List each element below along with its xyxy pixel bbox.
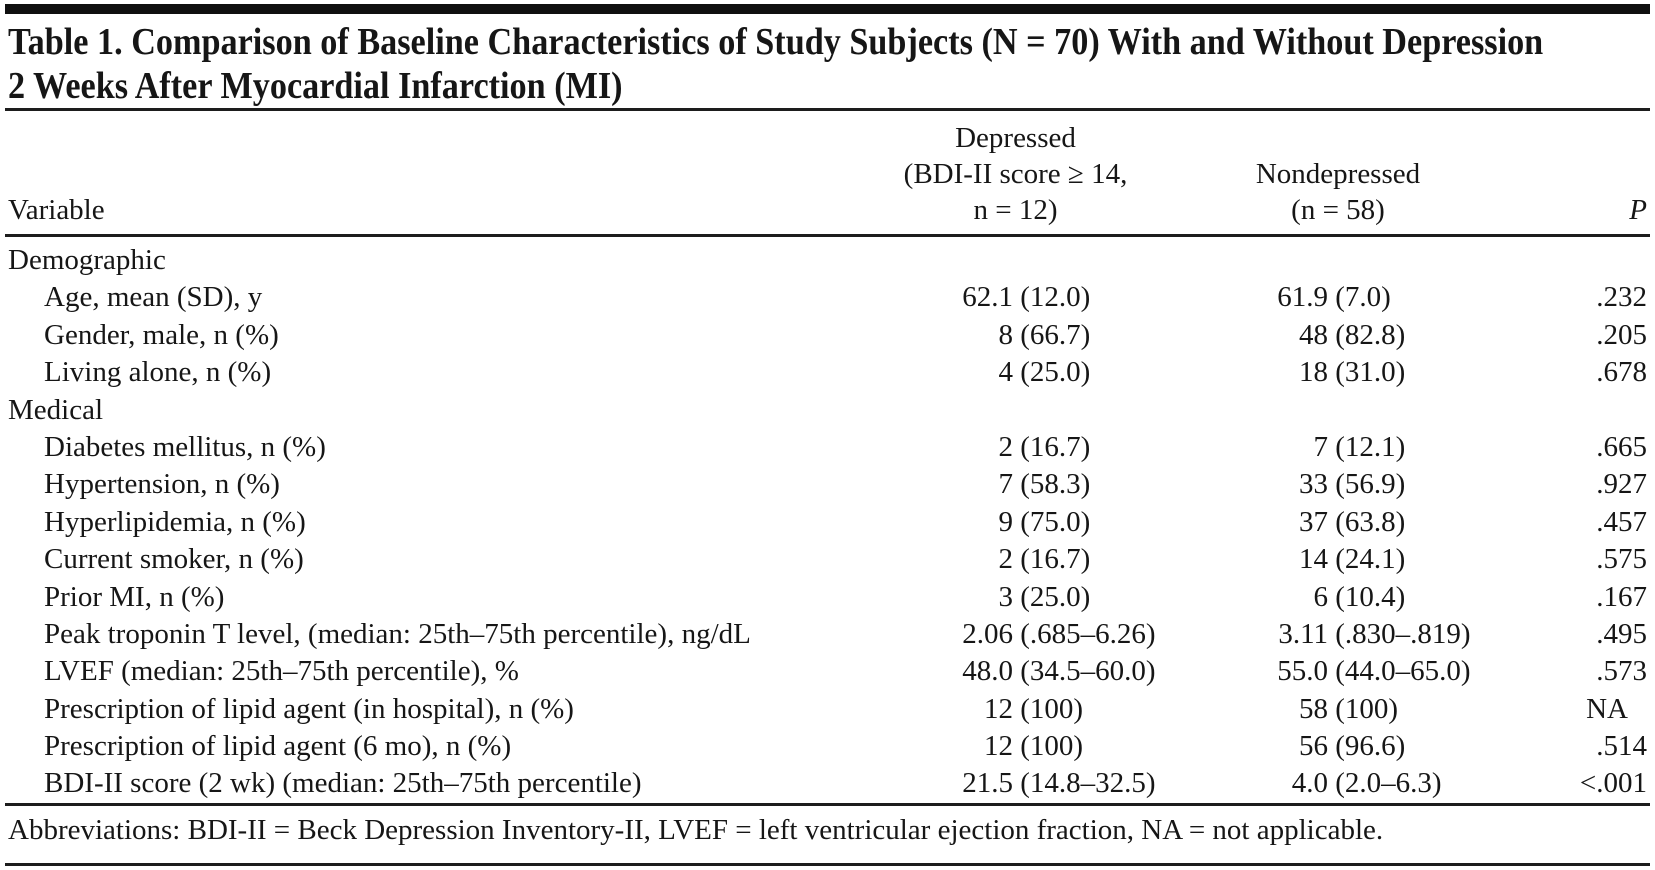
nondepressed-value: 3.11 (.830–.819) xyxy=(1278,617,1471,650)
nondepressed-value xyxy=(1188,392,1488,429)
column-header-variable: Variable xyxy=(8,194,105,226)
p-value: .573 xyxy=(1596,655,1647,688)
table-row: Medical xyxy=(0,392,1655,429)
depressed-value: 8 (66.7) xyxy=(998,318,1091,351)
depressed-value: 2 (16.7) xyxy=(998,543,1091,576)
column-header-depressed-line-2: (BDI-II score ≥ 14, xyxy=(903,158,1128,190)
p-value: .495 xyxy=(1596,617,1647,650)
table-row: BDI-II score (2 wk) (median: 25th–75th p… xyxy=(0,765,1655,802)
nondepressed-value: 4.0 (2.0–6.3) xyxy=(1291,767,1442,800)
table-header-row: Variable Depressed (BDI-II score ≥ 14, n… xyxy=(0,111,1655,234)
row-label: Gender, male, n (%) xyxy=(44,318,279,351)
table-row: Gender, male, n (%) 8 (66.7) 48 (82.8) .… xyxy=(0,317,1655,354)
depressed-value: 2.06 (.685–6.26) xyxy=(962,617,1156,650)
table-bottom-rule xyxy=(5,862,1650,866)
depressed-value xyxy=(888,392,1188,429)
p-value: .678 xyxy=(1596,356,1647,389)
table-row: Current smoker, n (%) 2 (16.7) 14 (24.1)… xyxy=(0,541,1655,578)
nondepressed-value: 55.0 (44.0–65.0) xyxy=(1277,655,1471,688)
p-value: <.001 xyxy=(1579,767,1647,800)
row-label: Medical xyxy=(8,393,104,426)
table-row: Hyperlipidemia, n (%) 9 (75.0) 37 (63.8)… xyxy=(0,504,1655,541)
p-value: .927 xyxy=(1596,468,1647,501)
depressed-value: 4 (25.0) xyxy=(998,356,1091,389)
row-label: Prior MI, n (%) xyxy=(44,580,225,613)
row-label: Age, mean (SD), y xyxy=(44,281,263,314)
p-value: .665 xyxy=(1596,430,1647,463)
depressed-value: 9 (75.0) xyxy=(998,505,1091,538)
table-row: Living alone, n (%) 4 (25.0) 18 (31.0) .… xyxy=(0,354,1655,391)
p-value: .232 xyxy=(1596,281,1647,314)
depressed-value: 48.0 (34.5–60.0) xyxy=(962,655,1156,688)
nondepressed-value: 56 (96.6) xyxy=(1299,730,1406,763)
column-header-nondepressed-line-1: Nondepressed xyxy=(1255,158,1421,190)
footnote-divider xyxy=(5,802,1650,806)
row-label: Prescription of lipid agent (in hospital… xyxy=(44,692,574,725)
table-row: Peak troponin T level, (median: 25th–75t… xyxy=(0,616,1655,653)
depressed-value: 2 (16.7) xyxy=(998,430,1091,463)
row-label: Demographic xyxy=(8,244,166,276)
p-value: NA xyxy=(1586,692,1628,725)
row-label: BDI-II score (2 wk) (median: 25th–75th p… xyxy=(44,767,642,800)
table-row: Age, mean (SD), y 62.1 (12.0) 61.9 (7.0)… xyxy=(0,279,1655,316)
p-value: .514 xyxy=(1596,730,1647,763)
table-row: Prescription of lipid agent (6 mo), n (%… xyxy=(0,728,1655,765)
nondepressed-value: 6 (10.4) xyxy=(1313,580,1406,613)
column-header-nondepressed-line-2: (n = 58) xyxy=(1291,194,1385,226)
column-header-nondepressed: Nondepressed (n = 58) xyxy=(1188,156,1488,234)
row-label: Diabetes mellitus, n (%) xyxy=(44,430,326,463)
p-value: .575 xyxy=(1596,543,1647,576)
column-header-depressed-line-3: n = 12) xyxy=(973,194,1058,226)
depressed-value: 7 (58.3) xyxy=(998,468,1091,501)
table-top-rule xyxy=(5,4,1650,14)
table-title-line-1: Table 1. Comparison of Baseline Characte… xyxy=(8,21,1544,63)
p-value: .167 xyxy=(1596,580,1647,613)
title-divider xyxy=(5,108,1650,111)
nondepressed-value: 37 (63.8) xyxy=(1299,505,1406,538)
nondepressed-value: 14 (24.1) xyxy=(1299,543,1406,576)
column-header-depressed-line-1: Depressed xyxy=(955,122,1076,154)
row-label: Hypertension, n (%) xyxy=(44,468,280,501)
row-label: Prescription of lipid agent (6 mo), n (%… xyxy=(44,730,512,763)
row-label: LVEF (median: 25th–75th percentile), % xyxy=(44,655,519,688)
column-header-depressed: Depressed (BDI-II score ≥ 14, n = 12) xyxy=(888,120,1188,234)
table-title-line-2: 2 Weeks After Myocardial Infarction (MI) xyxy=(8,65,623,107)
row-label: Current smoker, n (%) xyxy=(44,543,304,576)
depressed-value xyxy=(888,242,1188,279)
nondepressed-value: 33 (56.9) xyxy=(1299,468,1406,501)
header-divider xyxy=(5,234,1650,237)
depressed-value: 3 (25.0) xyxy=(998,580,1091,613)
table-row: Hypertension, n (%) 7 (58.3) 33 (56.9) .… xyxy=(0,466,1655,503)
table-row: Prescription of lipid agent (in hospital… xyxy=(0,691,1655,728)
p-value: .205 xyxy=(1596,318,1647,351)
nondepressed-value: 7 (12.1) xyxy=(1313,430,1406,463)
nondepressed-value: 58 (100) xyxy=(1299,692,1399,725)
p-value xyxy=(1488,392,1655,429)
table-row: Demographic xyxy=(0,242,1655,279)
depressed-value: 21.5 (14.8–32.5) xyxy=(962,767,1156,800)
depressed-value: 62.1 (12.0) xyxy=(962,281,1091,314)
table-footnote: Abbreviations: BDI-II = Beck Depression … xyxy=(8,813,1384,846)
row-label: Living alone, n (%) xyxy=(44,356,272,389)
table-row: Diabetes mellitus, n (%) 2 (16.7) 7 (12.… xyxy=(0,429,1655,466)
table-body: Demographic Age, mean (SD), y 62.1 (12.0… xyxy=(0,237,1655,803)
row-label: Hyperlipidemia, n (%) xyxy=(44,505,306,538)
row-label: Peak troponin T level, (median: 25th–75t… xyxy=(44,617,751,650)
nondepressed-value xyxy=(1188,242,1488,279)
nondepressed-value: 48 (82.8) xyxy=(1299,318,1406,351)
table-row: LVEF (median: 25th–75th percentile), % 4… xyxy=(0,653,1655,690)
nondepressed-value: 18 (31.0) xyxy=(1299,356,1406,389)
p-value xyxy=(1488,242,1655,279)
nondepressed-value: 61.9 (7.0) xyxy=(1277,281,1391,314)
p-value: .457 xyxy=(1596,505,1647,538)
depressed-value: 12 (100) xyxy=(984,730,1084,763)
table-row: Prior MI, n (%) 3 (25.0) 6 (10.4) .167 xyxy=(0,579,1655,616)
table-title: Table 1. Comparison of Baseline Characte… xyxy=(8,20,1647,108)
depressed-value: 12 (100) xyxy=(984,692,1084,725)
column-header-p: P xyxy=(1629,194,1647,226)
